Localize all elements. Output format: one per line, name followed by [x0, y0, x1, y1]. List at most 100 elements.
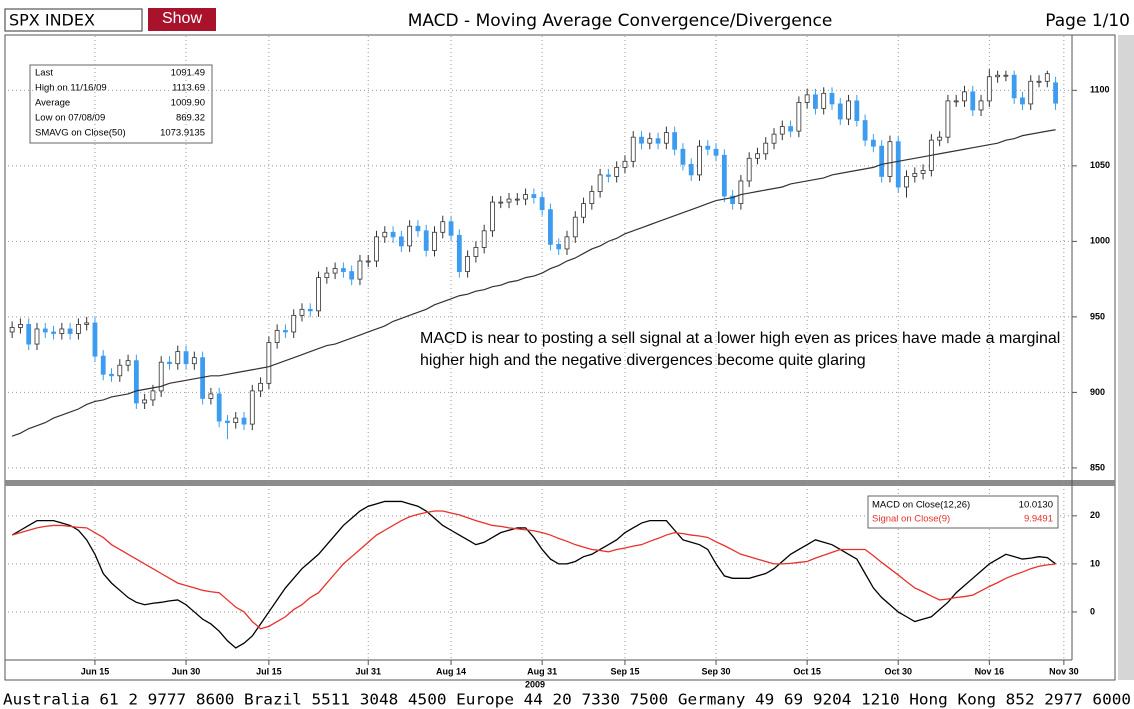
candle-body — [879, 145, 885, 177]
candle-body — [854, 100, 860, 121]
candle-body — [804, 94, 810, 103]
candle-body — [258, 382, 263, 392]
candle-body — [349, 271, 355, 280]
candle-body — [9, 327, 15, 333]
candle-body — [821, 92, 827, 109]
candle-body — [133, 360, 139, 404]
candle-body — [887, 141, 893, 177]
candle-body — [42, 328, 48, 333]
candle-body — [556, 243, 562, 250]
candle-body — [572, 216, 578, 238]
candle-body — [539, 197, 545, 211]
candle-body — [26, 324, 32, 345]
y-tick-label: 20 — [1090, 510, 1100, 520]
stats-box: Last 1091.49 High on 11/16/09 1113.69 Av… — [29, 64, 213, 144]
candle-body — [1044, 73, 1050, 82]
candle-body — [962, 91, 967, 102]
page-number: Page 1/10 — [1045, 11, 1130, 31]
candle-body — [374, 236, 379, 262]
candle-body — [398, 236, 404, 247]
candle-body — [953, 100, 959, 103]
candle-body — [307, 308, 313, 312]
candle-body — [249, 390, 255, 425]
candle-body — [191, 357, 197, 365]
security-input[interactable] — [4, 8, 143, 32]
show-button-label[interactable]: Show — [162, 10, 202, 27]
candle-body — [266, 342, 272, 384]
candle-body — [548, 209, 553, 245]
candle-body — [870, 139, 876, 147]
candle-body — [945, 100, 951, 138]
candle-body — [995, 74, 1001, 78]
x-tick-label: Oct 30 — [884, 666, 912, 676]
candle-body — [299, 308, 305, 316]
candle-body — [978, 100, 984, 111]
series-line — [11, 510, 1056, 630]
legend: MACD on Close(12,26) 10.0130 Signal on Clo… — [867, 495, 1059, 529]
candle-body — [432, 231, 437, 251]
y-tick-label: 950 — [1090, 311, 1105, 321]
candle-body — [672, 132, 678, 150]
candle-body — [680, 148, 686, 165]
candle-body — [67, 328, 73, 334]
candle-body — [904, 176, 909, 188]
candle-body — [1053, 82, 1058, 104]
candle-body — [407, 225, 413, 247]
show-button[interactable] — [148, 8, 216, 31]
x-tick-label: Sep 15 — [610, 666, 639, 676]
candle-body — [316, 277, 321, 312]
candle-body — [465, 256, 471, 272]
y-tick-label: 1100 — [1090, 85, 1110, 95]
candle-body — [51, 331, 56, 334]
series-line — [11, 500, 1056, 649]
stat-value: 1091.49 — [171, 68, 205, 79]
candle-body — [771, 133, 777, 144]
candle-body — [415, 225, 421, 232]
legend-value: 10.0130 — [1019, 500, 1053, 511]
candle-body — [382, 231, 388, 238]
candle-body — [813, 94, 818, 109]
candle-body — [75, 324, 81, 334]
candle-body — [233, 417, 239, 424]
candle-body — [597, 174, 603, 192]
footer: Australia 61 2 9777 8600 Brazil 5511 304… — [3, 691, 1131, 709]
stat-label: High on 11/16/09 — [35, 83, 107, 94]
candle-body — [109, 373, 114, 377]
candle-body — [605, 174, 611, 177]
x-axis-year: 2009 — [525, 679, 545, 689]
y-tick-label: 1050 — [1090, 160, 1110, 170]
candle-body — [937, 136, 943, 141]
x-tick-label: Nov 16 — [975, 666, 1005, 676]
candle-body — [755, 153, 760, 159]
candle-body — [721, 154, 727, 197]
x-tick-label: Jul 31 — [355, 666, 381, 676]
y-tick-label: 1000 — [1090, 236, 1110, 246]
candle-body — [829, 92, 835, 105]
candle-body — [746, 157, 752, 182]
candle-body — [365, 260, 371, 263]
candle-body — [340, 268, 346, 272]
candle-body — [837, 103, 843, 120]
legend-label: MACD on Close(12,26) — [872, 500, 970, 511]
candle-body — [622, 160, 628, 168]
candle-body — [630, 136, 636, 162]
candle-body — [283, 330, 288, 333]
candle-body — [332, 268, 338, 274]
stat-value: 1009.90 — [171, 98, 205, 109]
stats-frame — [29, 64, 213, 144]
candle-body — [440, 221, 446, 233]
x-tick-label: Jun 30 — [172, 666, 201, 676]
stat-label: Low on 07/08/09 — [35, 113, 105, 124]
candle-body — [324, 272, 330, 279]
side-strip — [1118, 35, 1134, 680]
candle-body — [84, 322, 90, 325]
candle-body — [92, 322, 98, 357]
candle-body — [655, 138, 661, 144]
candle-body — [779, 126, 785, 135]
security-text: SPX INDEX — [9, 11, 95, 30]
x-tick-label: Nov 30 — [1049, 666, 1079, 676]
candle-body — [862, 120, 868, 141]
candle-body — [100, 355, 106, 375]
candle-body — [1028, 80, 1034, 105]
